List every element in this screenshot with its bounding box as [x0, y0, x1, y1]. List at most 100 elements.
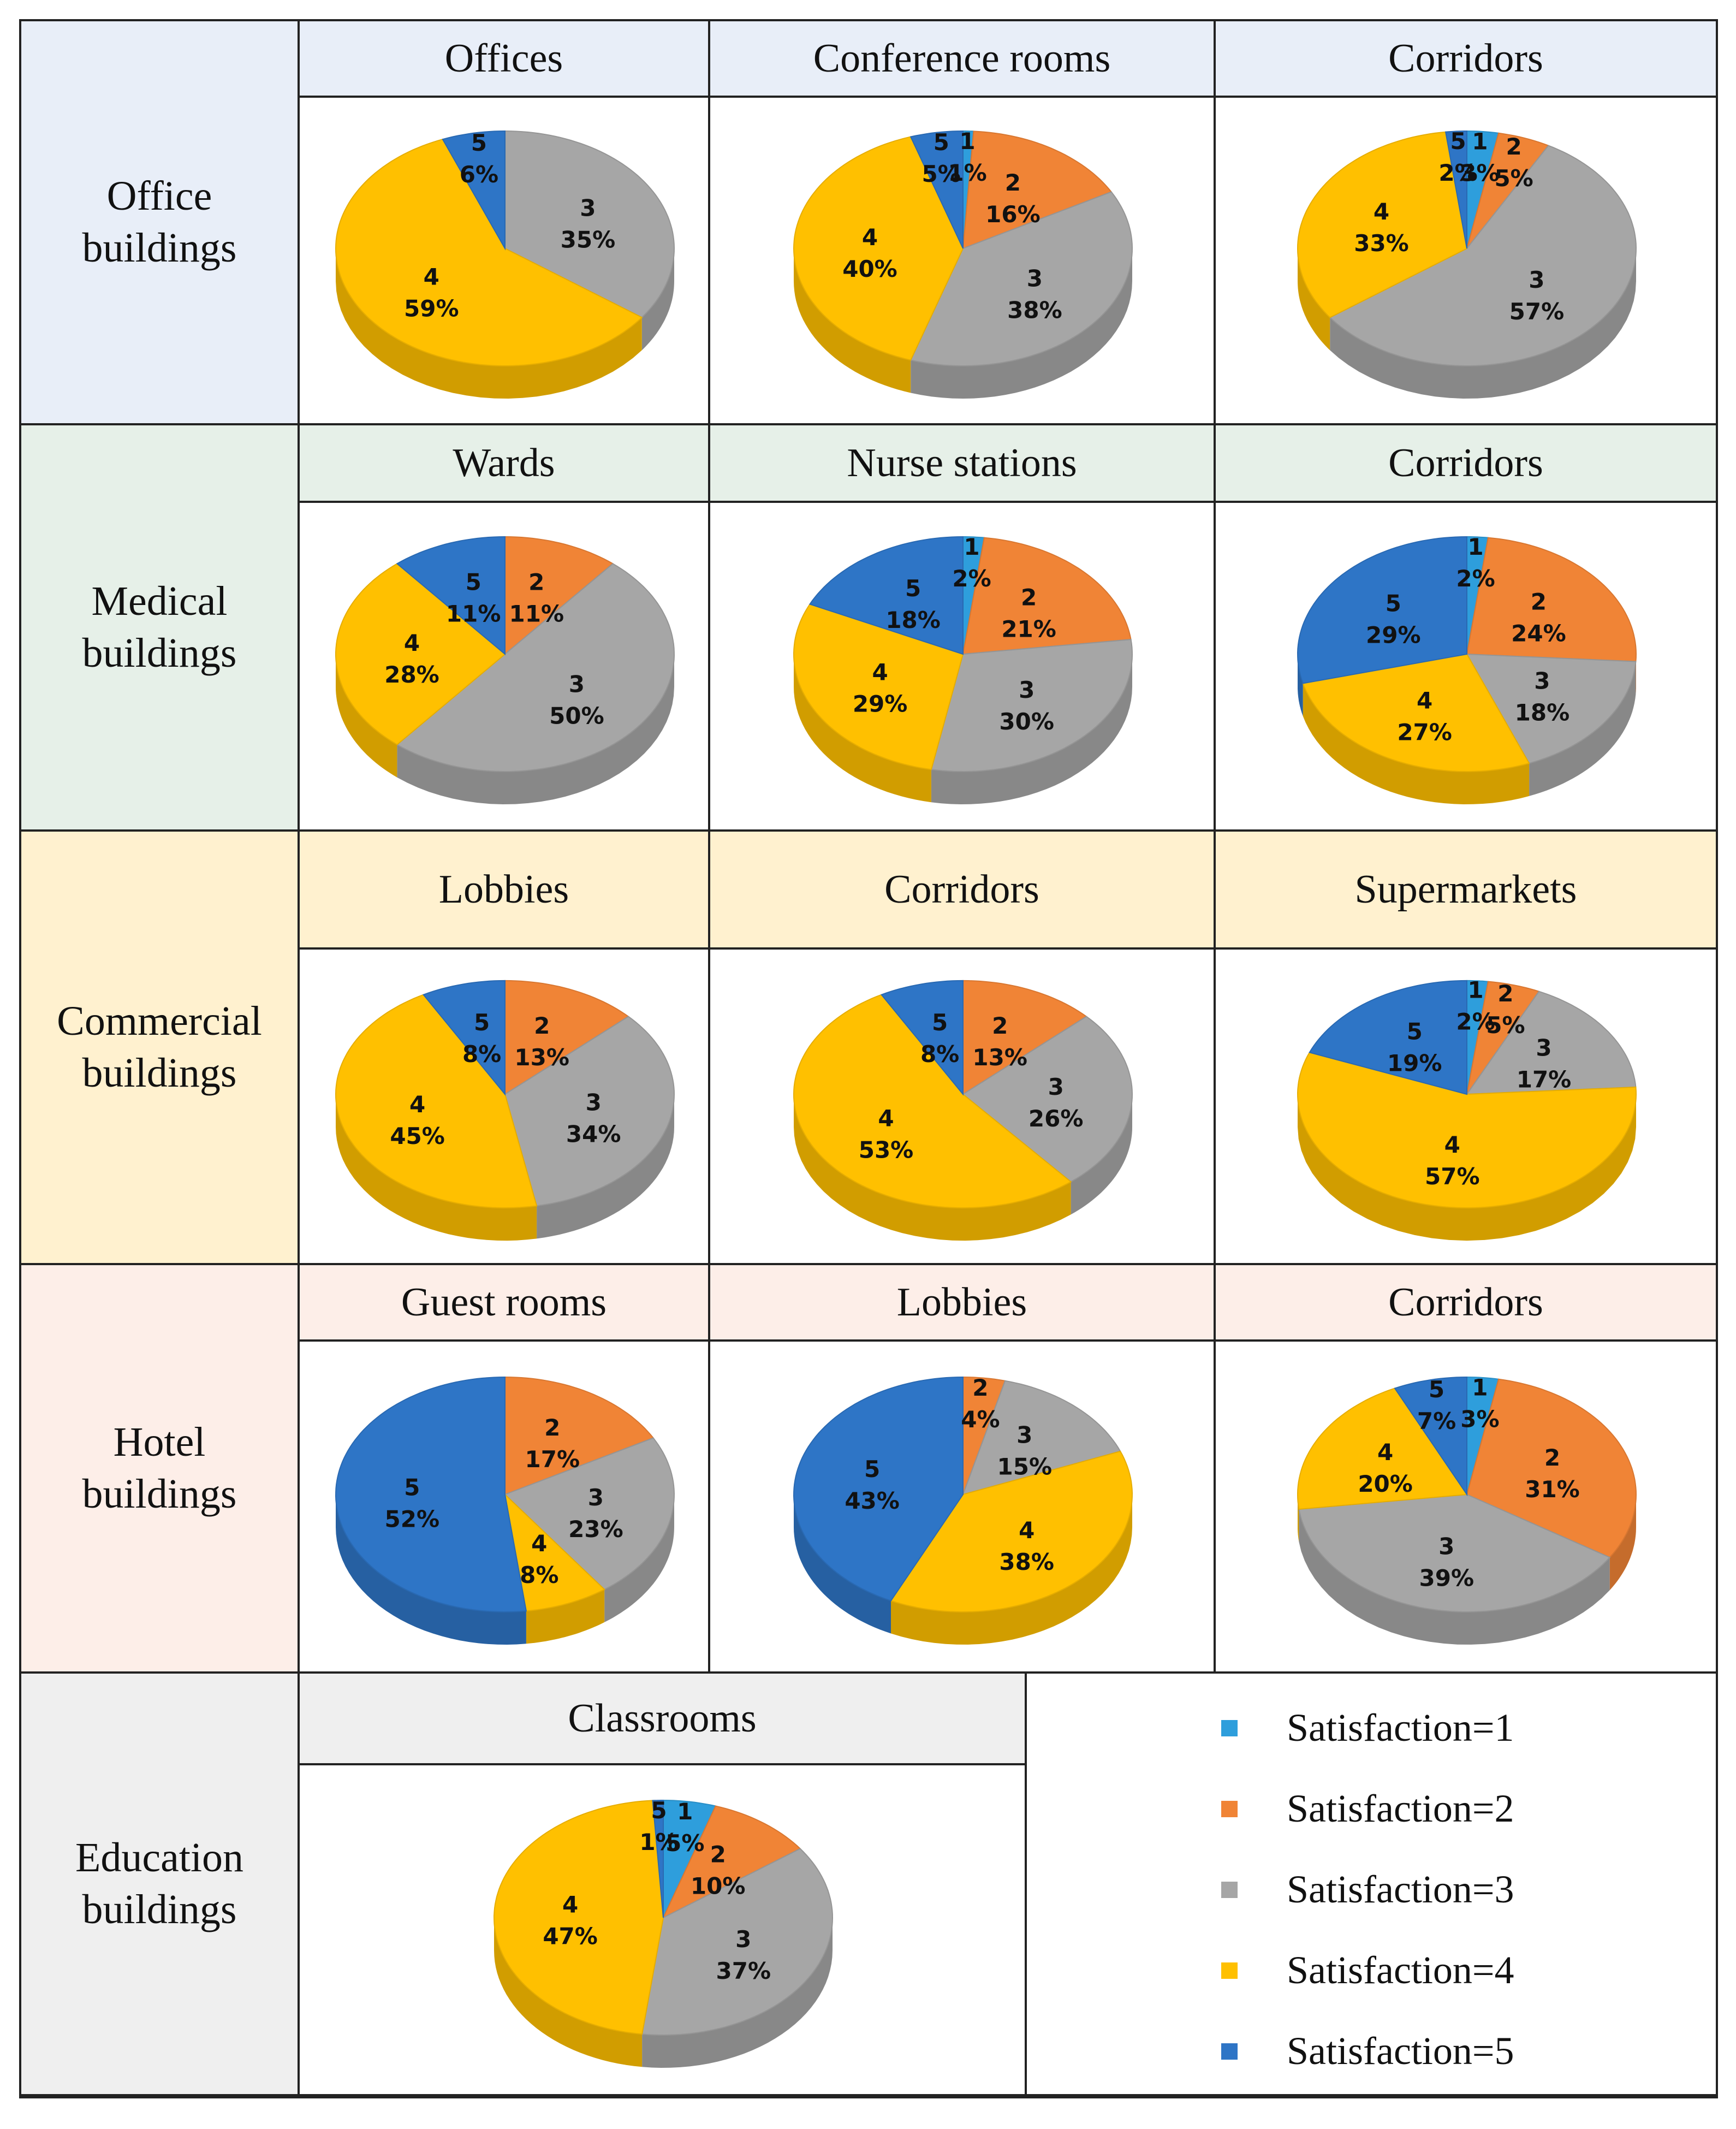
pie-label-level: 4	[531, 1530, 547, 1557]
pie-side-level-3	[931, 654, 1132, 804]
pie-label-percent: 5%	[922, 161, 961, 187]
pie-slice-level-4	[1297, 1052, 1637, 1209]
pie-label-percent: 16%	[985, 201, 1041, 228]
pie-side-level-3	[397, 654, 674, 804]
pie-title-supermarkets: Supermarkets	[1216, 832, 1718, 950]
category-label-line: buildings	[82, 630, 237, 676]
pie-slice-level-3	[1466, 653, 1637, 764]
pie-label-percent: 18%	[1515, 699, 1570, 726]
pie-title-classrooms: Classrooms	[300, 1674, 1027, 1765]
pie-label-level: 5	[1407, 1018, 1423, 1045]
pie-label-percent: 8%	[920, 1041, 959, 1068]
pie-label-percent: 19%	[1387, 1049, 1442, 1076]
pie-label-percent: 52%	[385, 1505, 440, 1532]
pie-label-level: 4	[878, 1105, 894, 1131]
pie-slice-level-2	[962, 131, 1113, 250]
pie-slice-level-5	[652, 1800, 664, 1918]
pie-label-percent: 47%	[543, 1923, 598, 1949]
pie-chart: 1 3% 2 5% 3 57% 4 33% 5 2%	[1216, 98, 1718, 425]
pie-title-conference-rooms: Conference rooms	[710, 21, 1216, 98]
pie-title-corridors: Corridors	[1216, 425, 1718, 503]
category-label-line: Medical	[91, 578, 228, 624]
pie-label-percent: 8%	[462, 1041, 501, 1068]
pie-label-percent: 29%	[1366, 622, 1421, 649]
pie-label-level: 2	[992, 1012, 1008, 1039]
category-label-line: buildings	[82, 1050, 237, 1096]
legend-swatch	[1221, 1881, 1238, 1898]
legend-item-satisfaction-2: Satisfaction=2	[1221, 1786, 1514, 1831]
pie-slice-level-4	[335, 994, 538, 1209]
pie-chart-svg: 1 3% 2 5% 3 57% 4 33% 5 2%	[1297, 128, 1637, 399]
pie-slice-level-5	[396, 536, 506, 656]
pie-chart-svg: 1 1% 2 16% 3 38% 4 40% 5 5%	[793, 128, 1133, 399]
pie-label-level: 4	[872, 659, 888, 686]
pie-label-level: 5	[1386, 590, 1401, 617]
pie-slice-level-4	[793, 136, 964, 361]
pie-label-percent: 57%	[1509, 298, 1565, 325]
pie-label-level: 4	[1019, 1517, 1035, 1544]
pie-slice-level-4	[493, 1800, 664, 2035]
legend-label: Satisfaction=5	[1287, 2029, 1514, 2073]
pie-label-level: 3	[1529, 266, 1544, 293]
pie-label-percent: 13%	[972, 1044, 1027, 1071]
pie-label-level: 2	[528, 569, 544, 596]
pie-label-percent: 2%	[1456, 1009, 1495, 1035]
pie-label-level: 2	[534, 1012, 550, 1039]
legend-label: Satisfaction=3	[1287, 1867, 1514, 1911]
pie-label-percent: 28%	[384, 661, 439, 688]
pie-label-percent: 37%	[716, 1958, 771, 1984]
pie-label-level: 2	[1544, 1444, 1560, 1471]
pie-slice-level-3	[504, 1437, 675, 1591]
pie-label-level: 3	[569, 671, 585, 697]
pie-side-level-5	[336, 1495, 526, 1645]
legend-swatch	[1221, 1800, 1238, 1817]
legend-label: Satisfaction=1	[1287, 1706, 1514, 1750]
category-medical: Medical buildings	[21, 425, 300, 832]
pie-label-percent: 1%	[639, 1829, 678, 1855]
legend-swatch	[1221, 2043, 1238, 2060]
pie-slice-level-3	[909, 191, 1133, 366]
pie-label-percent: 2%	[1438, 159, 1477, 186]
pie-label-level: 3	[580, 194, 596, 221]
pie-label-level: 3	[1048, 1074, 1064, 1100]
pie-label-percent: 5%	[1494, 165, 1533, 192]
pie-label-level: 2	[544, 1414, 560, 1441]
pie-label-level: 5	[905, 575, 921, 602]
pie-side-level-4	[526, 1589, 605, 1644]
pie-side-level-3	[911, 248, 1132, 399]
category-label-line: buildings	[82, 1471, 237, 1517]
pie-slice-level-5	[1297, 536, 1467, 684]
pie-label-percent: 17%	[1517, 1066, 1572, 1093]
pie-label-percent: 20%	[1358, 1470, 1413, 1497]
pie-side-level-4	[1298, 1094, 1636, 1241]
pie-slice-level-5	[808, 536, 964, 655]
pie-label-percent: 33%	[1354, 230, 1409, 257]
pie-chart-svg: 2 13% 3 26% 4 53% 5 8%	[793, 980, 1133, 1241]
pie-label-percent: 29%	[853, 691, 908, 717]
pie-slice-level-3	[962, 1380, 1121, 1496]
pie-label-percent: 18%	[885, 607, 941, 633]
pie-label-level: 2	[710, 1841, 726, 1867]
category-office: Office buildings	[21, 21, 300, 425]
pie-slice-level-2	[1466, 132, 1549, 249]
pie-label-percent: 39%	[1419, 1564, 1475, 1591]
pie-label-percent: 31%	[1525, 1476, 1580, 1503]
pie-slice-level-3	[504, 1016, 675, 1207]
pie-side-level-3	[1299, 1509, 1610, 1645]
pie-label-percent: 13%	[514, 1044, 569, 1071]
pie-label-percent: 40%	[842, 256, 897, 282]
category-education: Education buildings	[21, 1674, 300, 2096]
pie-label-level: 4	[862, 224, 878, 251]
legend-swatch	[1221, 1962, 1238, 1979]
pie-chart-svg: 2 11% 3 50% 4 28% 5 11%	[335, 536, 675, 804]
pie-chart-svg: 1 3% 2 31% 3 39% 4 20% 5 7%	[1297, 1374, 1637, 1645]
pie-label-level: 5	[651, 1797, 667, 1824]
pie-label-percent: 38%	[1007, 296, 1062, 323]
pie-label-level: 5	[471, 129, 487, 156]
pie-slice-level-5	[1309, 980, 1467, 1095]
pie-label-level: 3	[735, 1926, 751, 1953]
pie-slice-level-3	[396, 563, 675, 773]
pie-title-lobbies: Lobbies	[300, 832, 710, 950]
pie-title-lobbies: Lobbies	[710, 1265, 1216, 1342]
pie-label-level: 4	[424, 264, 439, 290]
